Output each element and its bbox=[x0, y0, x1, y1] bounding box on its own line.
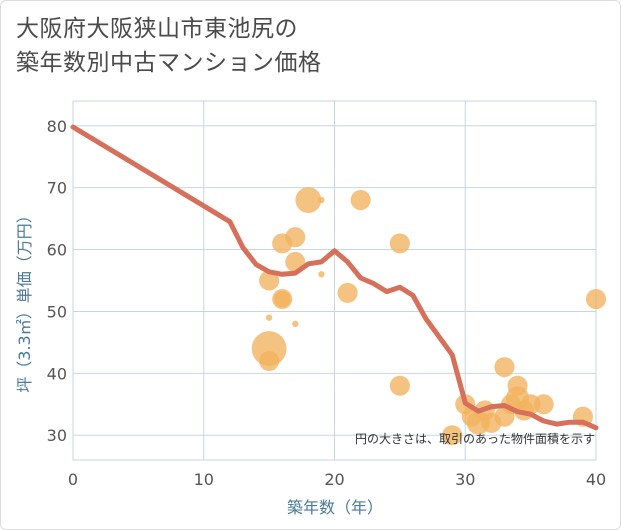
scatter-point-15 bbox=[389, 233, 410, 254]
x-axis-title: 築年数（年） bbox=[287, 498, 383, 517]
size-note: 円の大きさは、取引のあった物件面積を示す bbox=[355, 431, 595, 446]
scatter-point-2 bbox=[259, 270, 280, 291]
y-tick-label-40: 40 bbox=[47, 364, 67, 383]
x-tick-label-20: 20 bbox=[324, 470, 344, 489]
scatter-point-3 bbox=[265, 314, 273, 321]
x-tick-label-40: 40 bbox=[586, 470, 606, 489]
x-tick-label-0: 0 bbox=[68, 470, 78, 489]
x-tick-label-10: 10 bbox=[194, 470, 214, 489]
scatter-point-16 bbox=[389, 375, 410, 396]
y-tick-label-70: 70 bbox=[47, 179, 67, 198]
tick-layer: 0 10 20 30 40 30 40 50 60 70 80 bbox=[47, 117, 607, 489]
title-line-1: 大阪府大阪狭山市東池尻の bbox=[16, 16, 298, 42]
scatter-point-11 bbox=[318, 196, 325, 204]
scatter-point-30 bbox=[533, 394, 554, 415]
y-tick-label-60: 60 bbox=[47, 241, 67, 260]
chart-title: 大阪府大阪狭山市東池尻の 築年数別中古マンション価格 bbox=[16, 12, 322, 80]
y-tick-label-30: 30 bbox=[47, 426, 67, 445]
scatter-point-7 bbox=[285, 227, 306, 248]
scatter-point-17 bbox=[442, 425, 463, 446]
bubble-layer bbox=[251, 187, 607, 446]
y-axis-title: 坪（3.3㎡）単価（万円） bbox=[15, 207, 34, 392]
scatter-point-12 bbox=[318, 271, 325, 278]
scatter-point-10 bbox=[295, 187, 322, 214]
scatter-point-32 bbox=[585, 289, 607, 310]
scatter-point-6 bbox=[273, 290, 291, 308]
y-tick-label-50: 50 bbox=[47, 302, 67, 321]
line-layer bbox=[70, 124, 599, 431]
scatter-point-9 bbox=[292, 320, 299, 328]
scatter-point-14 bbox=[350, 189, 371, 211]
y-tick-label-80: 80 bbox=[47, 117, 67, 136]
scatter-point-23 bbox=[494, 357, 515, 378]
title-line-2: 築年数別中古マンション価格 bbox=[16, 50, 322, 76]
scatter-point-13 bbox=[337, 282, 358, 303]
x-tick-label-30: 30 bbox=[455, 470, 475, 489]
average-line bbox=[70, 124, 599, 431]
scatter-point-1 bbox=[259, 350, 280, 372]
